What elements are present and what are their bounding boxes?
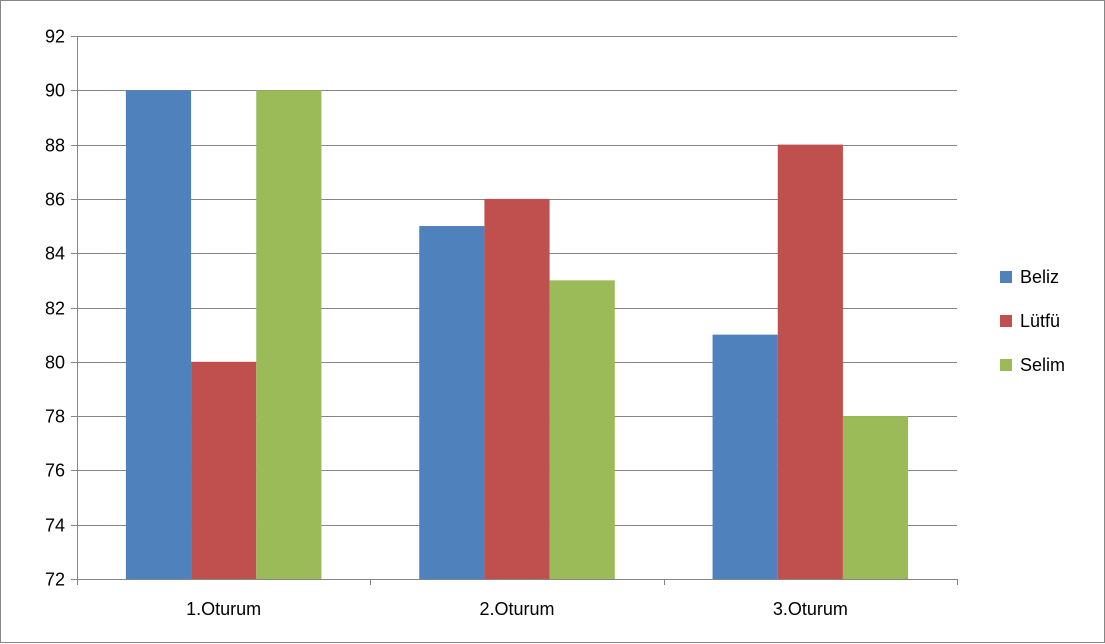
axes: 72 74 76 78 80 82 84 86 88 90 92 1.Oturum 2.Oturum 3.…: [45, 27, 958, 619]
bar-beliz-3: [712, 334, 778, 579]
x-tick-label: 1.Oturum: [186, 599, 261, 619]
legend-label-lütfü: Lütfü: [1020, 311, 1060, 331]
y-tick-label: 84: [45, 244, 65, 264]
legend-swatch-beliz: [1000, 271, 1012, 283]
legend-swatch-lütfü: [1000, 315, 1012, 327]
x-tick-label: 2.Oturum: [479, 599, 554, 619]
legend-label-selim: Selim: [1020, 355, 1065, 375]
y-tick-label: 92: [45, 27, 65, 47]
bar-lütfü-3: [777, 144, 843, 579]
bars: [125, 90, 909, 580]
bar-selim-1: [256, 90, 322, 580]
y-tick-label: 86: [45, 190, 65, 210]
y-tick-label: 82: [45, 299, 65, 319]
y-tick-label: 76: [45, 461, 65, 481]
bar-selim-3: [842, 416, 909, 579]
y-tick-label: 90: [45, 81, 65, 101]
bar-selim-2: [549, 280, 615, 579]
legend-swatch-selim: [1000, 359, 1012, 371]
bar-beliz-1: [125, 90, 192, 580]
y-tick-label: 78: [45, 407, 65, 427]
bar-beliz-2: [419, 226, 485, 580]
y-tick-label: 74: [45, 516, 65, 536]
y-tick-label: 72: [45, 570, 65, 590]
bar-lütfü-1: [191, 361, 257, 579]
bar-lütfü-2: [484, 198, 550, 579]
x-tick-label: 3.Oturum: [773, 599, 848, 619]
legend: Beliz Lütfü Selim: [1000, 267, 1065, 375]
y-tick-label: 80: [45, 353, 65, 373]
legend-label-beliz: Beliz: [1020, 267, 1059, 287]
y-tick-label: 88: [45, 136, 65, 156]
